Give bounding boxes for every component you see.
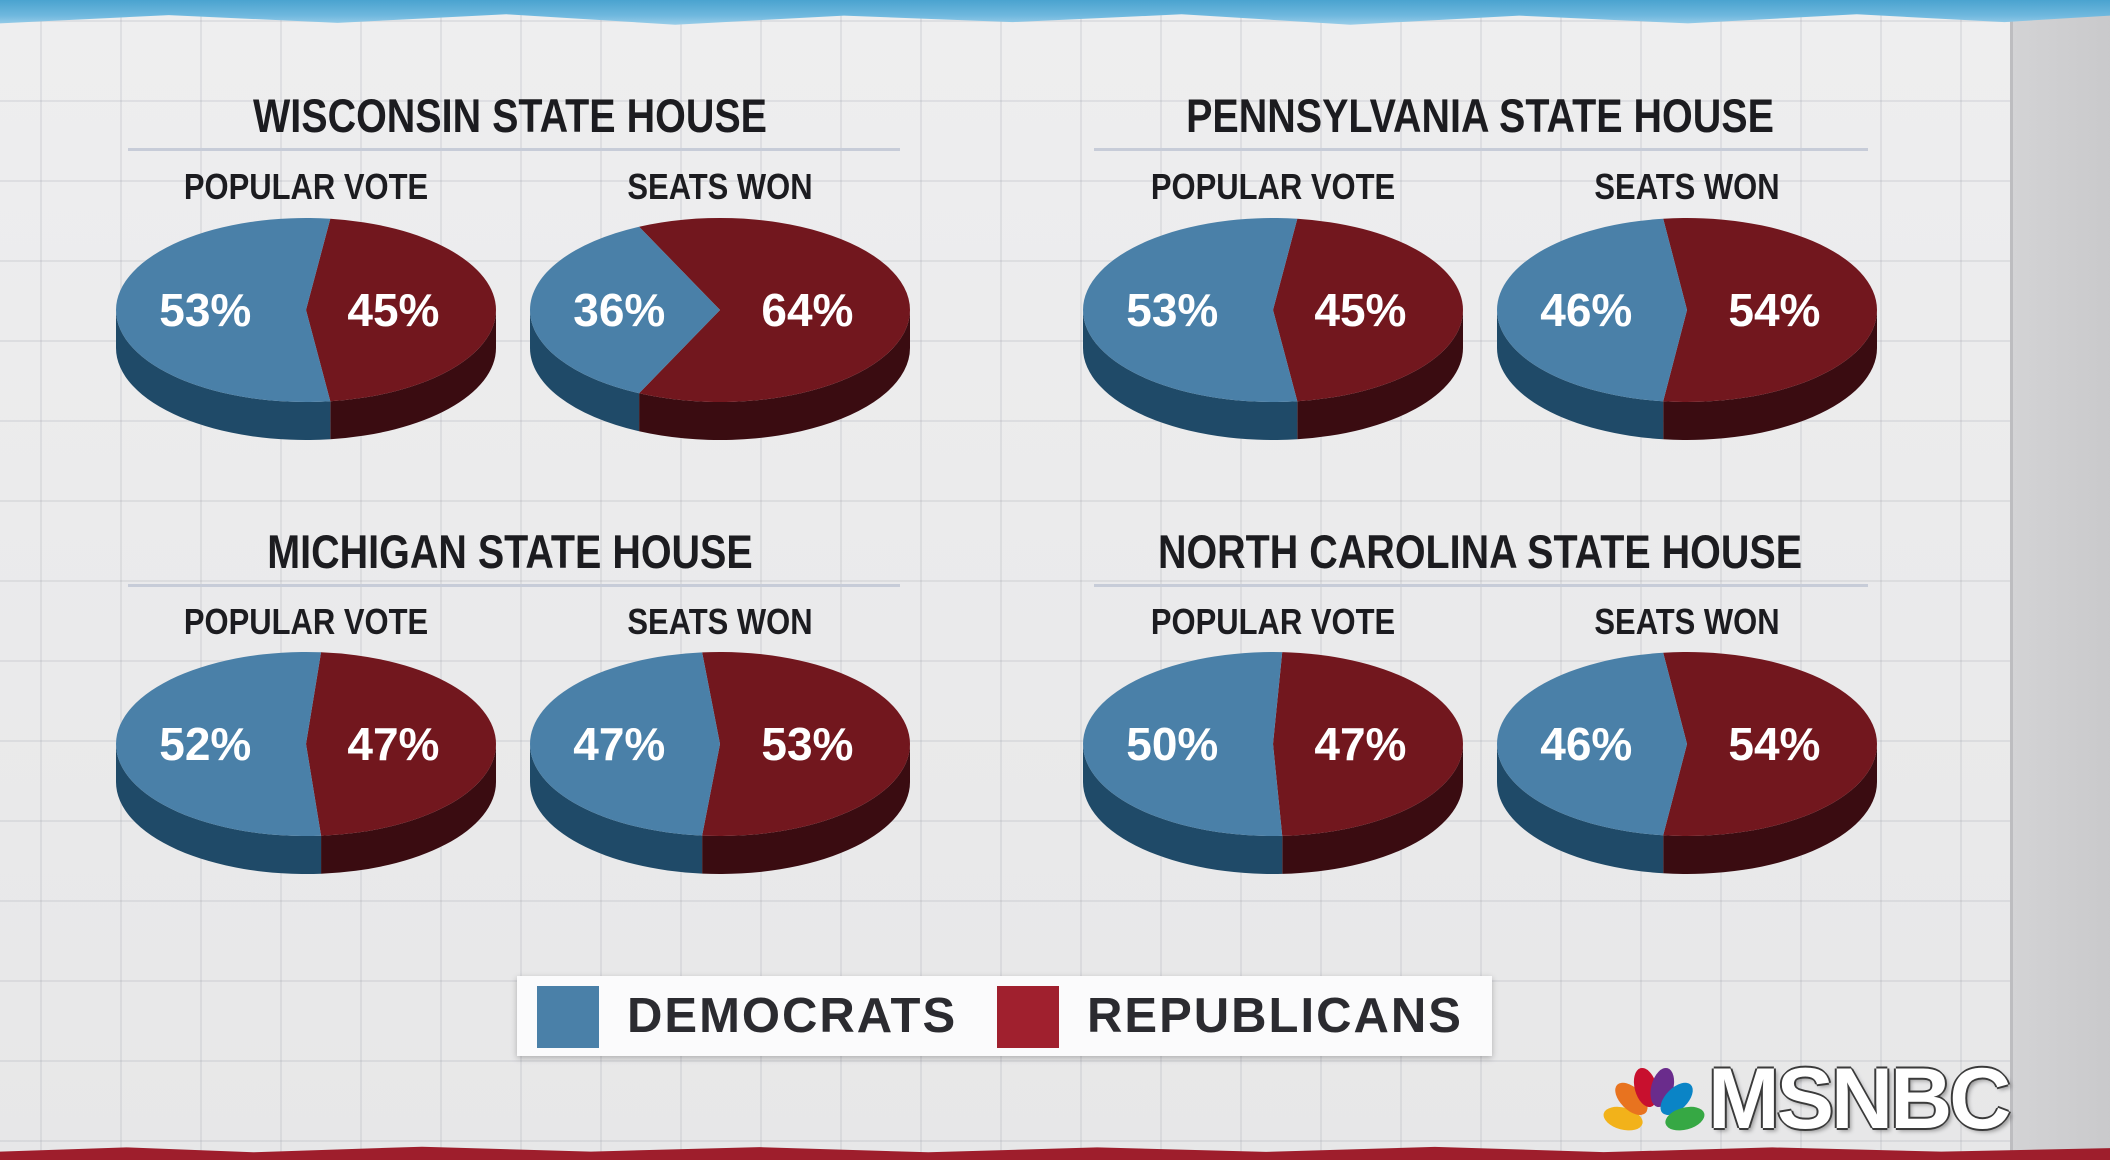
pie-side-democrats xyxy=(530,744,703,874)
data-label-democrats: 53% xyxy=(1126,284,1218,336)
title-rule-pennsylvania xyxy=(1094,148,1868,151)
legend-swatch-republicans xyxy=(997,986,1059,1048)
pie-slice-democrats xyxy=(530,226,720,394)
data-label-republicans: 47% xyxy=(1314,718,1406,770)
data-label-democrats: 52% xyxy=(159,718,251,770)
data-label-republicans: 64% xyxy=(761,284,853,336)
pie-north-carolina-popular-vote: 50% 47% xyxy=(1083,652,1464,874)
pie-slice-republicans xyxy=(306,652,497,836)
peacock-feather xyxy=(1660,1082,1693,1116)
panel-label-michigan-popular-vote: POPULAR VOTE xyxy=(183,601,429,642)
data-label-republicans: 54% xyxy=(1728,718,1820,770)
chart-title-north-carolina: NORTH CAROLINA STATE HOUSE xyxy=(1157,525,1803,578)
peacock-feather xyxy=(1665,1106,1705,1131)
pie-side-republicans xyxy=(321,744,496,874)
legend-label-democrats: DEMOCRATS xyxy=(627,989,958,1043)
pie-side-democrats xyxy=(1083,744,1283,874)
data-label-democrats: 53% xyxy=(159,284,251,336)
data-label-democrats: 46% xyxy=(1540,284,1632,336)
peacock-feather xyxy=(1615,1082,1648,1116)
pie-side-republicans xyxy=(1663,744,1877,874)
pie-side-republicans xyxy=(330,310,496,440)
pie-north-carolina-seats-won: 46% 54% xyxy=(1497,652,1878,874)
data-label-democrats: 36% xyxy=(573,284,665,336)
pie-slice-republicans xyxy=(1273,218,1463,402)
data-label-republicans: 45% xyxy=(1314,284,1406,336)
pie-side-republicans xyxy=(1663,310,1877,441)
pie-slice-democrats xyxy=(530,652,720,836)
chart-title-pennsylvania: PENNSYLVANIA STATE HOUSE xyxy=(1186,89,1774,142)
peacock-icon xyxy=(1603,1067,1705,1131)
pie-side-democrats xyxy=(1083,310,1298,440)
data-label-republicans: 47% xyxy=(347,718,439,770)
msnbc-logo: MSNBC xyxy=(1602,1050,2022,1147)
pie-side-democrats xyxy=(530,310,640,432)
panel-label-wisconsin-popular-vote: POPULAR VOTE xyxy=(183,166,429,207)
panel-label-wisconsin-seats-won: SEATS WON xyxy=(627,166,813,207)
pie-slice-democrats xyxy=(115,218,331,402)
logo-wordmark: MSNBC xyxy=(1708,1051,2011,1147)
pie-side-democrats xyxy=(116,310,331,440)
pie-slice-democrats xyxy=(1083,652,1283,836)
data-label-republicans: 54% xyxy=(1728,284,1820,336)
pie-wisconsin-popular-vote: 53% 45% xyxy=(115,218,496,440)
legend-label-republicans: REPUBLICANS xyxy=(1087,989,1463,1043)
data-label-democrats: 46% xyxy=(1540,718,1632,770)
data-label-democrats: 47% xyxy=(573,718,665,770)
pie-side-republicans xyxy=(1297,310,1463,440)
pie-slice-republicans xyxy=(1663,652,1878,836)
pie-side-republicans xyxy=(1282,744,1463,874)
background-side-panel xyxy=(2010,0,2110,1160)
legend-swatch-democrats xyxy=(537,986,599,1048)
chart-title-wisconsin: WISCONSIN STATE HOUSE xyxy=(252,89,768,142)
pie-side-democrats xyxy=(116,744,322,874)
legend: DEMOCRATS REPUBLICANS xyxy=(517,976,1492,1056)
data-label-democrats: 50% xyxy=(1126,718,1218,770)
data-label-republicans: 45% xyxy=(347,284,439,336)
pie-slice-democrats xyxy=(1497,218,1687,402)
pie-slice-republicans xyxy=(1273,652,1464,836)
pie-wisconsin-seats-won: 36% 64% xyxy=(530,218,911,440)
panel-label-north-carolina-popular-vote: POPULAR VOTE xyxy=(1150,601,1396,642)
title-rule-north-carolina xyxy=(1094,584,1868,587)
pie-side-democrats xyxy=(1497,310,1664,440)
chart-title-michigan: MICHIGAN STATE HOUSE xyxy=(267,525,753,578)
pie-side-republicans xyxy=(702,744,911,874)
pie-slice-republicans xyxy=(306,218,496,402)
pie-slice-republicans xyxy=(702,652,911,836)
pie-michigan-popular-vote: 52% 47% xyxy=(116,652,497,874)
pie-slice-democrats xyxy=(1497,652,1687,836)
data-label-republicans: 53% xyxy=(761,718,853,770)
pie-pennsylvania-popular-vote: 53% 45% xyxy=(1083,218,1463,440)
title-rule-wisconsin xyxy=(128,148,900,151)
pie-slice-republicans xyxy=(1663,218,1877,402)
pie-michigan-seats-won: 47% 53% xyxy=(530,652,911,874)
panel-label-pennsylvania-popular-vote: POPULAR VOTE xyxy=(1150,166,1396,207)
pie-slice-democrats xyxy=(1083,218,1298,402)
pie-side-democrats xyxy=(1497,744,1664,874)
pie-side-republicans xyxy=(639,310,911,440)
panel-label-north-carolina-seats-won: SEATS WON xyxy=(1594,601,1780,642)
panel-label-pennsylvania-seats-won: SEATS WON xyxy=(1594,166,1780,207)
title-rule-michigan xyxy=(128,584,900,587)
pie-slice-republicans xyxy=(639,218,911,402)
panel-label-michigan-seats-won: SEATS WON xyxy=(627,601,813,642)
pie-pennsylvania-seats-won: 46% 54% xyxy=(1497,218,1877,441)
pie-slice-democrats xyxy=(116,652,322,836)
